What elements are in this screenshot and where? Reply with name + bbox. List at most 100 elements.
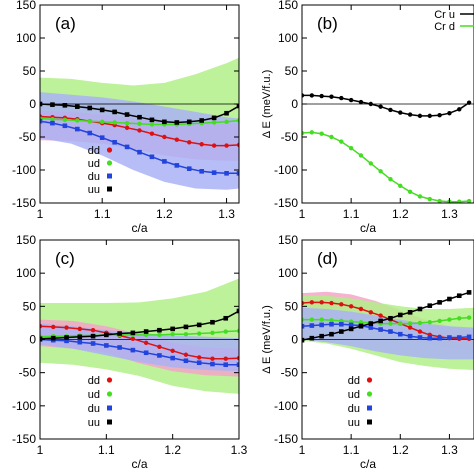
data-point [186, 119, 192, 125]
x-axis-label: c/a [131, 457, 147, 471]
data-point [104, 343, 109, 348]
data-point [87, 130, 93, 136]
x-tick-label: 1.2 [392, 443, 409, 457]
y-tick-label: 150 [278, 0, 298, 12]
data-point [417, 113, 423, 119]
data-point [170, 348, 175, 353]
legend-label: uu [348, 417, 360, 429]
data-point [223, 356, 228, 361]
data-point [62, 103, 68, 108]
data-point [302, 93, 305, 98]
data-point [329, 331, 334, 337]
data-point [236, 103, 239, 109]
y-tick-label: -100 [12, 399, 36, 413]
data-point [339, 139, 344, 144]
x-tick-label: 1.2 [392, 207, 409, 221]
data-point [348, 322, 354, 328]
data-point [210, 319, 215, 325]
legend-label: ud [88, 389, 100, 401]
y-axis-label: Δ E (meV/f.u.) [261, 305, 273, 373]
data-point [437, 300, 442, 305]
legend-swatch [106, 147, 113, 153]
y-tick-label: 50 [285, 64, 299, 78]
data-point [358, 323, 364, 329]
data-point [197, 355, 202, 360]
data-point [368, 310, 373, 315]
data-point [427, 320, 432, 325]
y-tick-label: 0 [291, 333, 298, 347]
data-point [388, 107, 393, 113]
data-point [236, 355, 239, 361]
data-point [90, 333, 96, 339]
y-tick-label: 0 [291, 97, 298, 111]
y-tick-label: -50 [281, 130, 299, 144]
data-point [183, 331, 189, 337]
data-point [437, 198, 442, 203]
data-point [183, 352, 189, 357]
data-point [407, 189, 413, 194]
data-point [319, 93, 324, 99]
legend: Cr uCr d [434, 9, 474, 33]
legend-swatch [107, 405, 112, 411]
x-tick-label: 1.3 [218, 207, 235, 221]
data-point [339, 329, 344, 334]
data-point [236, 362, 239, 368]
data-point [407, 333, 413, 339]
data-point [149, 131, 155, 136]
data-point [117, 331, 122, 336]
legend-swatch [366, 377, 373, 383]
data-point [40, 118, 43, 124]
data-point [302, 317, 305, 322]
data-point [187, 140, 192, 145]
data-point [378, 313, 383, 318]
data-point [137, 114, 142, 120]
data-point [157, 327, 162, 333]
data-point [90, 328, 96, 333]
y-tick-label: -50 [19, 130, 37, 144]
data-point [466, 100, 472, 105]
data-point [64, 338, 69, 344]
data-point [358, 306, 364, 312]
legend-label: du [88, 171, 100, 183]
data-point [199, 118, 204, 123]
data-point [388, 315, 393, 321]
y-tick-label: -100 [274, 163, 298, 177]
series-line-Cr-d [302, 131, 470, 203]
data-point [137, 128, 142, 133]
y-axis-label: Δ E (meV/f.u.) [261, 70, 273, 138]
data-point [378, 318, 383, 324]
data-point [224, 171, 229, 176]
data-point [50, 102, 55, 107]
data-point [210, 361, 215, 367]
data-point [447, 317, 452, 322]
data-point [149, 117, 155, 123]
data-point [329, 134, 334, 140]
data-point [368, 101, 373, 107]
data-point [224, 143, 229, 148]
panel-label: (b) [317, 14, 338, 33]
data-point [329, 321, 334, 327]
data-point [170, 355, 175, 361]
data-point [99, 107, 105, 113]
data-point [329, 300, 334, 306]
data-point [130, 330, 136, 336]
y-tick-label: 50 [285, 299, 299, 313]
data-point [437, 318, 442, 324]
data-point [319, 317, 324, 322]
data-point [236, 328, 239, 334]
data-point [149, 154, 155, 160]
data-point [174, 163, 180, 168]
legend-label: Cr u [434, 9, 455, 21]
data-point [157, 332, 162, 338]
data-point [319, 322, 324, 328]
x-tick-label: 1.3 [441, 207, 458, 221]
legend-label: dd [348, 375, 360, 387]
data-point [112, 139, 117, 145]
data-point [378, 327, 383, 332]
data-point [50, 335, 56, 341]
